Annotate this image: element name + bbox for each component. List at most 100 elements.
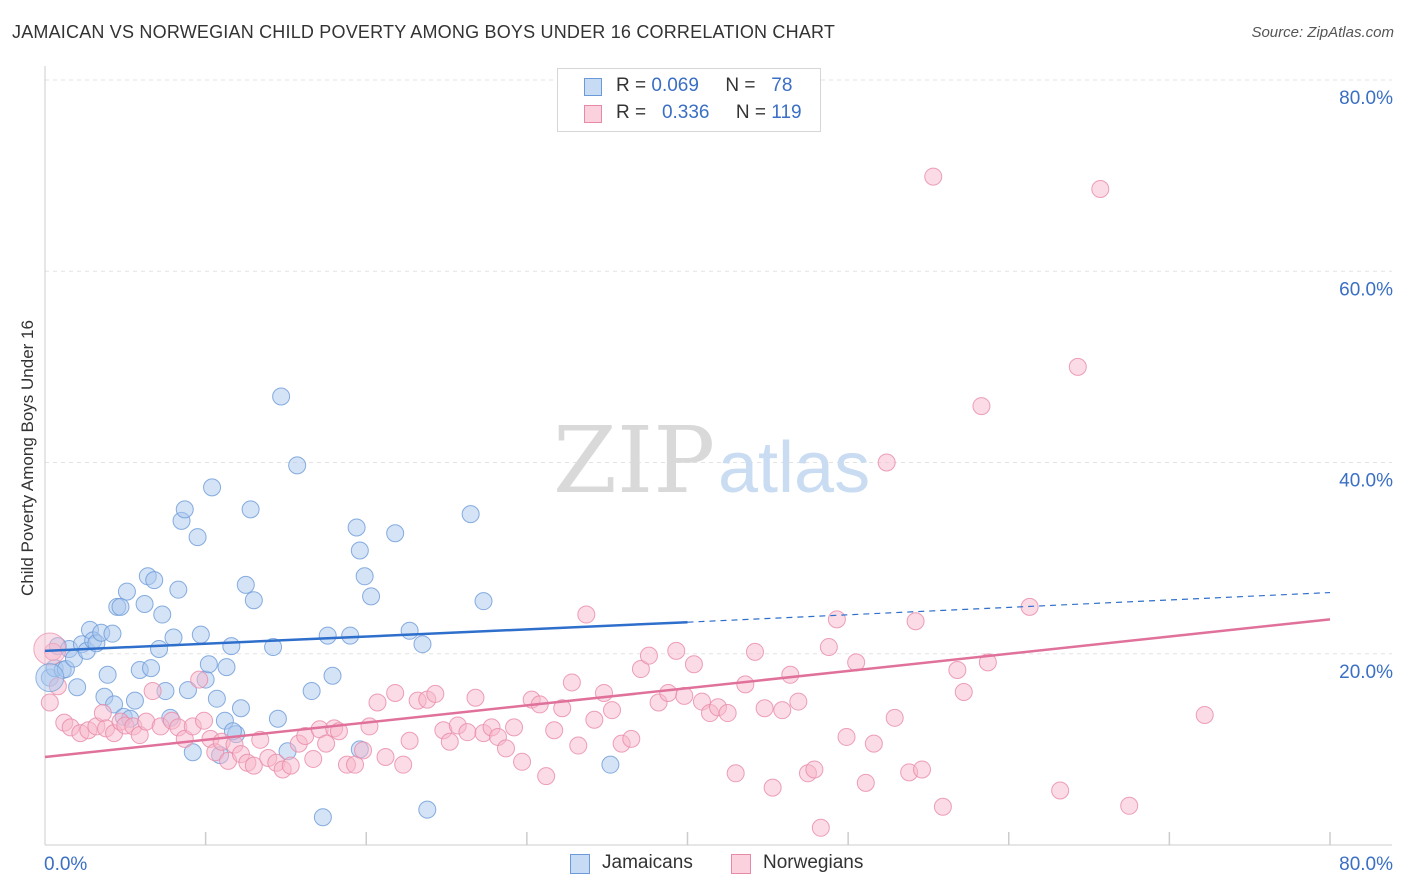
norwegian-point	[553, 699, 572, 718]
legend-r-label: R =	[616, 75, 647, 96]
jamaican-point	[313, 808, 332, 827]
jamaican-point	[341, 626, 360, 645]
norwegian-point	[354, 741, 373, 760]
norwegian-point	[304, 749, 323, 768]
norwegian-trend-line	[44, 618, 1331, 759]
legend-n-label: N =	[735, 102, 767, 123]
jamaican-point	[111, 597, 130, 616]
jamaican-point	[169, 580, 188, 599]
legend-r-value: 0.336	[661, 102, 710, 123]
norwegian-point	[143, 682, 162, 701]
jamaican-point	[125, 691, 144, 710]
norwegian-point	[603, 701, 622, 720]
jamaican-point	[117, 582, 136, 601]
norwegian-point	[545, 721, 564, 740]
norwegian-point	[755, 699, 774, 718]
jamaican-point	[347, 518, 366, 537]
legend-n-value: 78	[771, 75, 793, 96]
jamaican-trend-extension	[687, 591, 1331, 623]
norwegian-point	[458, 723, 477, 742]
jamaican-point	[217, 658, 236, 677]
norwegian-point	[44, 642, 63, 661]
x-tick-label-max: 80.0%	[1339, 854, 1393, 875]
jamaican-point	[231, 699, 250, 718]
norwegian-point	[827, 610, 846, 629]
jamaican-point	[241, 500, 260, 519]
norwegian-point	[684, 655, 703, 674]
norwegian-point	[631, 660, 650, 679]
jamaican-point	[175, 500, 194, 519]
jamaican-point	[142, 659, 161, 678]
jamaican-cluster-point	[35, 663, 65, 693]
jamaican-point	[288, 456, 307, 475]
jamaican-point	[264, 638, 283, 657]
norwegian-point	[577, 605, 596, 624]
norwegian-point	[569, 736, 588, 755]
jamaican-point	[207, 689, 226, 708]
jamaican-point	[272, 387, 291, 406]
legend-r-label: R =	[616, 102, 647, 123]
chart-title: JAMAICAN VS NORWEGIAN CHILD POVERTY AMON…	[12, 22, 836, 42]
jamaican-point	[145, 571, 164, 590]
legend-r-value: 0.069	[651, 75, 699, 96]
gridlines	[45, 79, 1392, 655]
norwegian-point	[190, 670, 209, 689]
y-tick-label: 20.0%	[1339, 662, 1393, 683]
norwegian-point	[386, 683, 405, 702]
norwegian-point	[877, 453, 896, 472]
norwegian-point	[811, 818, 830, 837]
jamaican-point	[355, 567, 374, 586]
norwegian-point	[440, 732, 459, 751]
y-tick-label: 60.0%	[1339, 279, 1393, 300]
norwegian-point	[1195, 705, 1214, 724]
jamaican-point	[461, 505, 480, 524]
jamaican-point	[474, 592, 493, 611]
norwegian-point	[763, 778, 782, 797]
norwegian-point	[496, 739, 515, 758]
jamaican-point	[318, 626, 337, 645]
jamaican-point	[68, 678, 87, 697]
tick-labels: 80.0% 60.0% 40.0% 20.0% 0.0% 80.0%	[44, 88, 1393, 875]
norwegian-point	[513, 752, 532, 771]
norwegian-point	[819, 638, 838, 657]
norwegian-point	[837, 727, 856, 746]
norwegian-point	[537, 767, 556, 786]
jamaican-point	[178, 681, 197, 700]
bottom-legend-label: Jamaicans	[602, 852, 693, 873]
norwegian-point	[906, 612, 925, 631]
norwegian-point	[736, 675, 755, 694]
trend-lines	[44, 591, 1331, 759]
legend-n-value: 119	[771, 102, 802, 123]
jamaican-point	[103, 624, 122, 643]
norwegian-point	[1051, 781, 1070, 800]
norwegian-point	[93, 704, 112, 723]
legend-swatch-norwegians	[584, 105, 602, 123]
norwegian-point	[913, 760, 932, 779]
norwegian-point	[40, 693, 59, 712]
norwegian-point	[924, 167, 943, 186]
jamaican-point	[400, 621, 419, 640]
jamaican-point	[350, 541, 369, 560]
norwegian-point	[639, 646, 658, 665]
norwegian-point	[622, 729, 641, 748]
norwegian-point	[978, 653, 997, 672]
x-tick-label-min: 0.0%	[44, 854, 87, 875]
jamaican-point	[386, 524, 405, 543]
jamaican-point	[150, 639, 169, 658]
norwegian-point	[195, 711, 214, 730]
norwegian-point	[281, 756, 300, 775]
norwegian-point	[885, 708, 904, 727]
legend-swatch-jamaicans	[584, 78, 602, 96]
jamaican-point	[191, 625, 210, 644]
norwegian-point	[376, 748, 395, 767]
jamaican-point	[153, 605, 172, 624]
jamaican-point	[199, 655, 218, 674]
jamaican-point	[183, 743, 202, 762]
stats-legend: R = 0.069 N = 78 R = 0.336 N = 119	[557, 68, 821, 132]
norwegian-point	[773, 701, 792, 720]
jamaican-point	[302, 682, 321, 701]
bottom-legend-swatch-norwegians	[731, 854, 751, 874]
y-tick-label: 40.0%	[1339, 471, 1393, 492]
norwegian-point	[667, 641, 686, 660]
